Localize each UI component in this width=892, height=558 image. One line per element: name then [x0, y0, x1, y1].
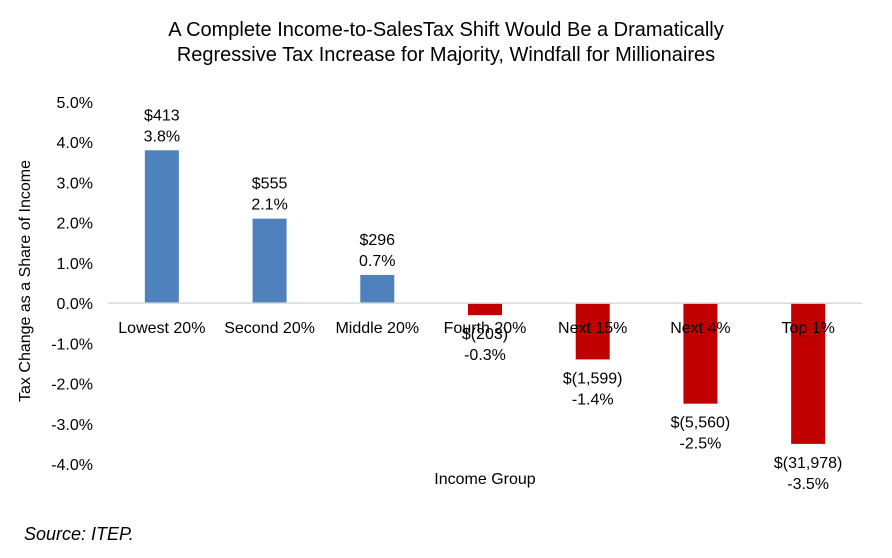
bar — [575, 303, 610, 360]
bar — [791, 303, 826, 444]
y-tick-label: 5.0% — [57, 95, 93, 112]
y-tick-label: -2.0% — [51, 377, 93, 394]
bar — [360, 274, 395, 304]
chart-title-line: Regressive Tax Increase for Majority, Wi… — [177, 44, 715, 66]
dollar-data-label: $(203) — [462, 326, 508, 343]
bars — [144, 150, 826, 444]
bar — [252, 218, 287, 304]
dollar-data-label: $413 — [144, 107, 180, 124]
y-tick-label: -3.0% — [51, 417, 93, 434]
category-labels: Lowest 20% Second 20% Middle 20% Fourth 20%… — [118, 320, 835, 337]
percent-data-label: -0.3% — [464, 347, 506, 364]
y-tick-label: 0.0% — [57, 296, 93, 313]
y-tick-label: 1.0% — [57, 256, 93, 273]
y-axis-tick-labels: 5.0% 4.0% 3.0% 2.0% 1.0% 0.0% -1.0% -2.0% -3.0% -… — [51, 95, 93, 474]
chart-title-line: A Complete Income-to-SalesTax Shift Woul… — [168, 19, 723, 41]
dollar-data-label: $(31,978) — [774, 455, 843, 472]
category-label: Top 1% — [781, 320, 834, 337]
category-label: Middle 20% — [335, 320, 419, 337]
category-label: Fourth 20% — [444, 320, 527, 337]
y-axis-title: Tax Change as a Share of Income — [17, 160, 34, 402]
source-note: Source: ITEP. — [24, 524, 134, 544]
y-tick-label: 2.0% — [57, 216, 93, 233]
category-label: Lowest 20% — [118, 320, 205, 337]
percent-data-label: 0.7% — [359, 253, 395, 270]
category-label: Next 4% — [670, 320, 730, 337]
x-axis-title: Income Group — [434, 471, 535, 488]
percent-data-label: 2.1% — [251, 197, 287, 214]
dollar-data-label: $555 — [252, 176, 288, 193]
dollar-data-label: $(5,560) — [671, 415, 731, 432]
chart-title: A Complete Income-to-SalesTax Shift Woul… — [168, 19, 723, 66]
category-label: Next 15% — [558, 320, 627, 337]
y-tick-label: -4.0% — [51, 457, 93, 474]
percent-data-label: -1.4% — [572, 391, 614, 408]
bar — [144, 150, 179, 304]
y-tick-label: -1.0% — [51, 336, 93, 353]
category-label: Second 20% — [224, 320, 315, 337]
y-tick-label: 4.0% — [57, 135, 93, 152]
percent-data-label: 3.8% — [144, 128, 180, 145]
percent-data-label: -3.5% — [787, 476, 829, 493]
data-labels: $413 3.8% $555 2.1% $296 0.7% $(203) -0.3% $(1,5… — [144, 107, 843, 493]
dollar-data-label: $296 — [359, 232, 395, 249]
y-tick-label: 3.0% — [57, 175, 93, 192]
bar — [468, 303, 502, 316]
bar — [683, 303, 718, 404]
percent-data-label: -2.5% — [680, 436, 722, 453]
dollar-data-label: $(1,599) — [563, 370, 623, 387]
